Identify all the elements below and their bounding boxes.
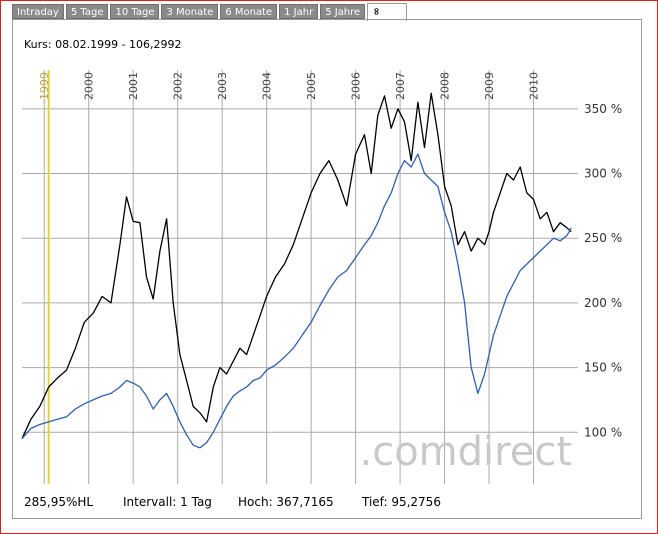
year-label: 2001 bbox=[127, 72, 140, 100]
kurs-label: Kurs: 08.02.1999 - 106,2992 bbox=[24, 38, 182, 51]
series-line-blue bbox=[21, 153, 572, 449]
tab-intraday[interactable]: Intraday bbox=[12, 4, 64, 19]
tab-max[interactable]: ∞ bbox=[367, 3, 408, 21]
year-label: 2007 bbox=[394, 72, 407, 100]
year-label: 2006 bbox=[350, 72, 363, 100]
tab-6-monate[interactable]: 6 Monate bbox=[220, 4, 278, 19]
timeframe-tabs: Intraday 5 Tage 10 Tage 3 Monate 6 Monat… bbox=[12, 3, 408, 21]
year-labels: 1999 2000 2001 2002 2003 2004 2005 2006 2007 2008… bbox=[38, 72, 540, 100]
chart-panel bbox=[12, 19, 642, 519]
year-label: 2008 bbox=[439, 72, 452, 100]
year-label: 2005 bbox=[305, 72, 318, 100]
grid bbox=[22, 70, 578, 484]
year-label: 1999 bbox=[38, 72, 51, 100]
year-label: 2004 bbox=[261, 72, 274, 100]
watermark-logo: .comdirect bbox=[360, 429, 573, 475]
footer-interval: Intervall: 1 Tag bbox=[123, 495, 212, 509]
footer-change: 285,95%HL bbox=[24, 495, 94, 509]
tab-10-tage[interactable]: 10 Tage bbox=[110, 4, 160, 19]
tab-1-jahr[interactable]: 1 Jahr bbox=[279, 4, 319, 19]
series-line-black bbox=[21, 92, 572, 439]
tab-5-tage[interactable]: 5 Tage bbox=[65, 4, 109, 19]
year-label: 2010 bbox=[528, 72, 541, 100]
y-tick-label: 350 % bbox=[584, 102, 622, 116]
y-tick-label: 200 % bbox=[584, 296, 622, 310]
footer-low: Tief: 95,2756 bbox=[362, 495, 441, 509]
y-tick-label: 100 % bbox=[584, 425, 622, 439]
tab-5-jahre[interactable]: 5 Jahre bbox=[320, 4, 366, 19]
series-lines bbox=[21, 92, 572, 449]
year-label: 2009 bbox=[483, 72, 496, 100]
y-tick-label: 300 % bbox=[584, 167, 622, 181]
year-label: 2003 bbox=[216, 72, 229, 100]
y-tick-label: 250 % bbox=[584, 231, 622, 245]
y-tick-label: 150 % bbox=[584, 361, 622, 375]
year-label: 2002 bbox=[172, 72, 185, 100]
year-label: 2000 bbox=[83, 72, 96, 100]
tab-3-monate[interactable]: 3 Monate bbox=[161, 4, 219, 19]
y-axis-labels: 100 % 150 % 200 % 250 % 300 % 350 % bbox=[584, 102, 622, 439]
footer-high: Hoch: 367,7165 bbox=[238, 495, 334, 509]
